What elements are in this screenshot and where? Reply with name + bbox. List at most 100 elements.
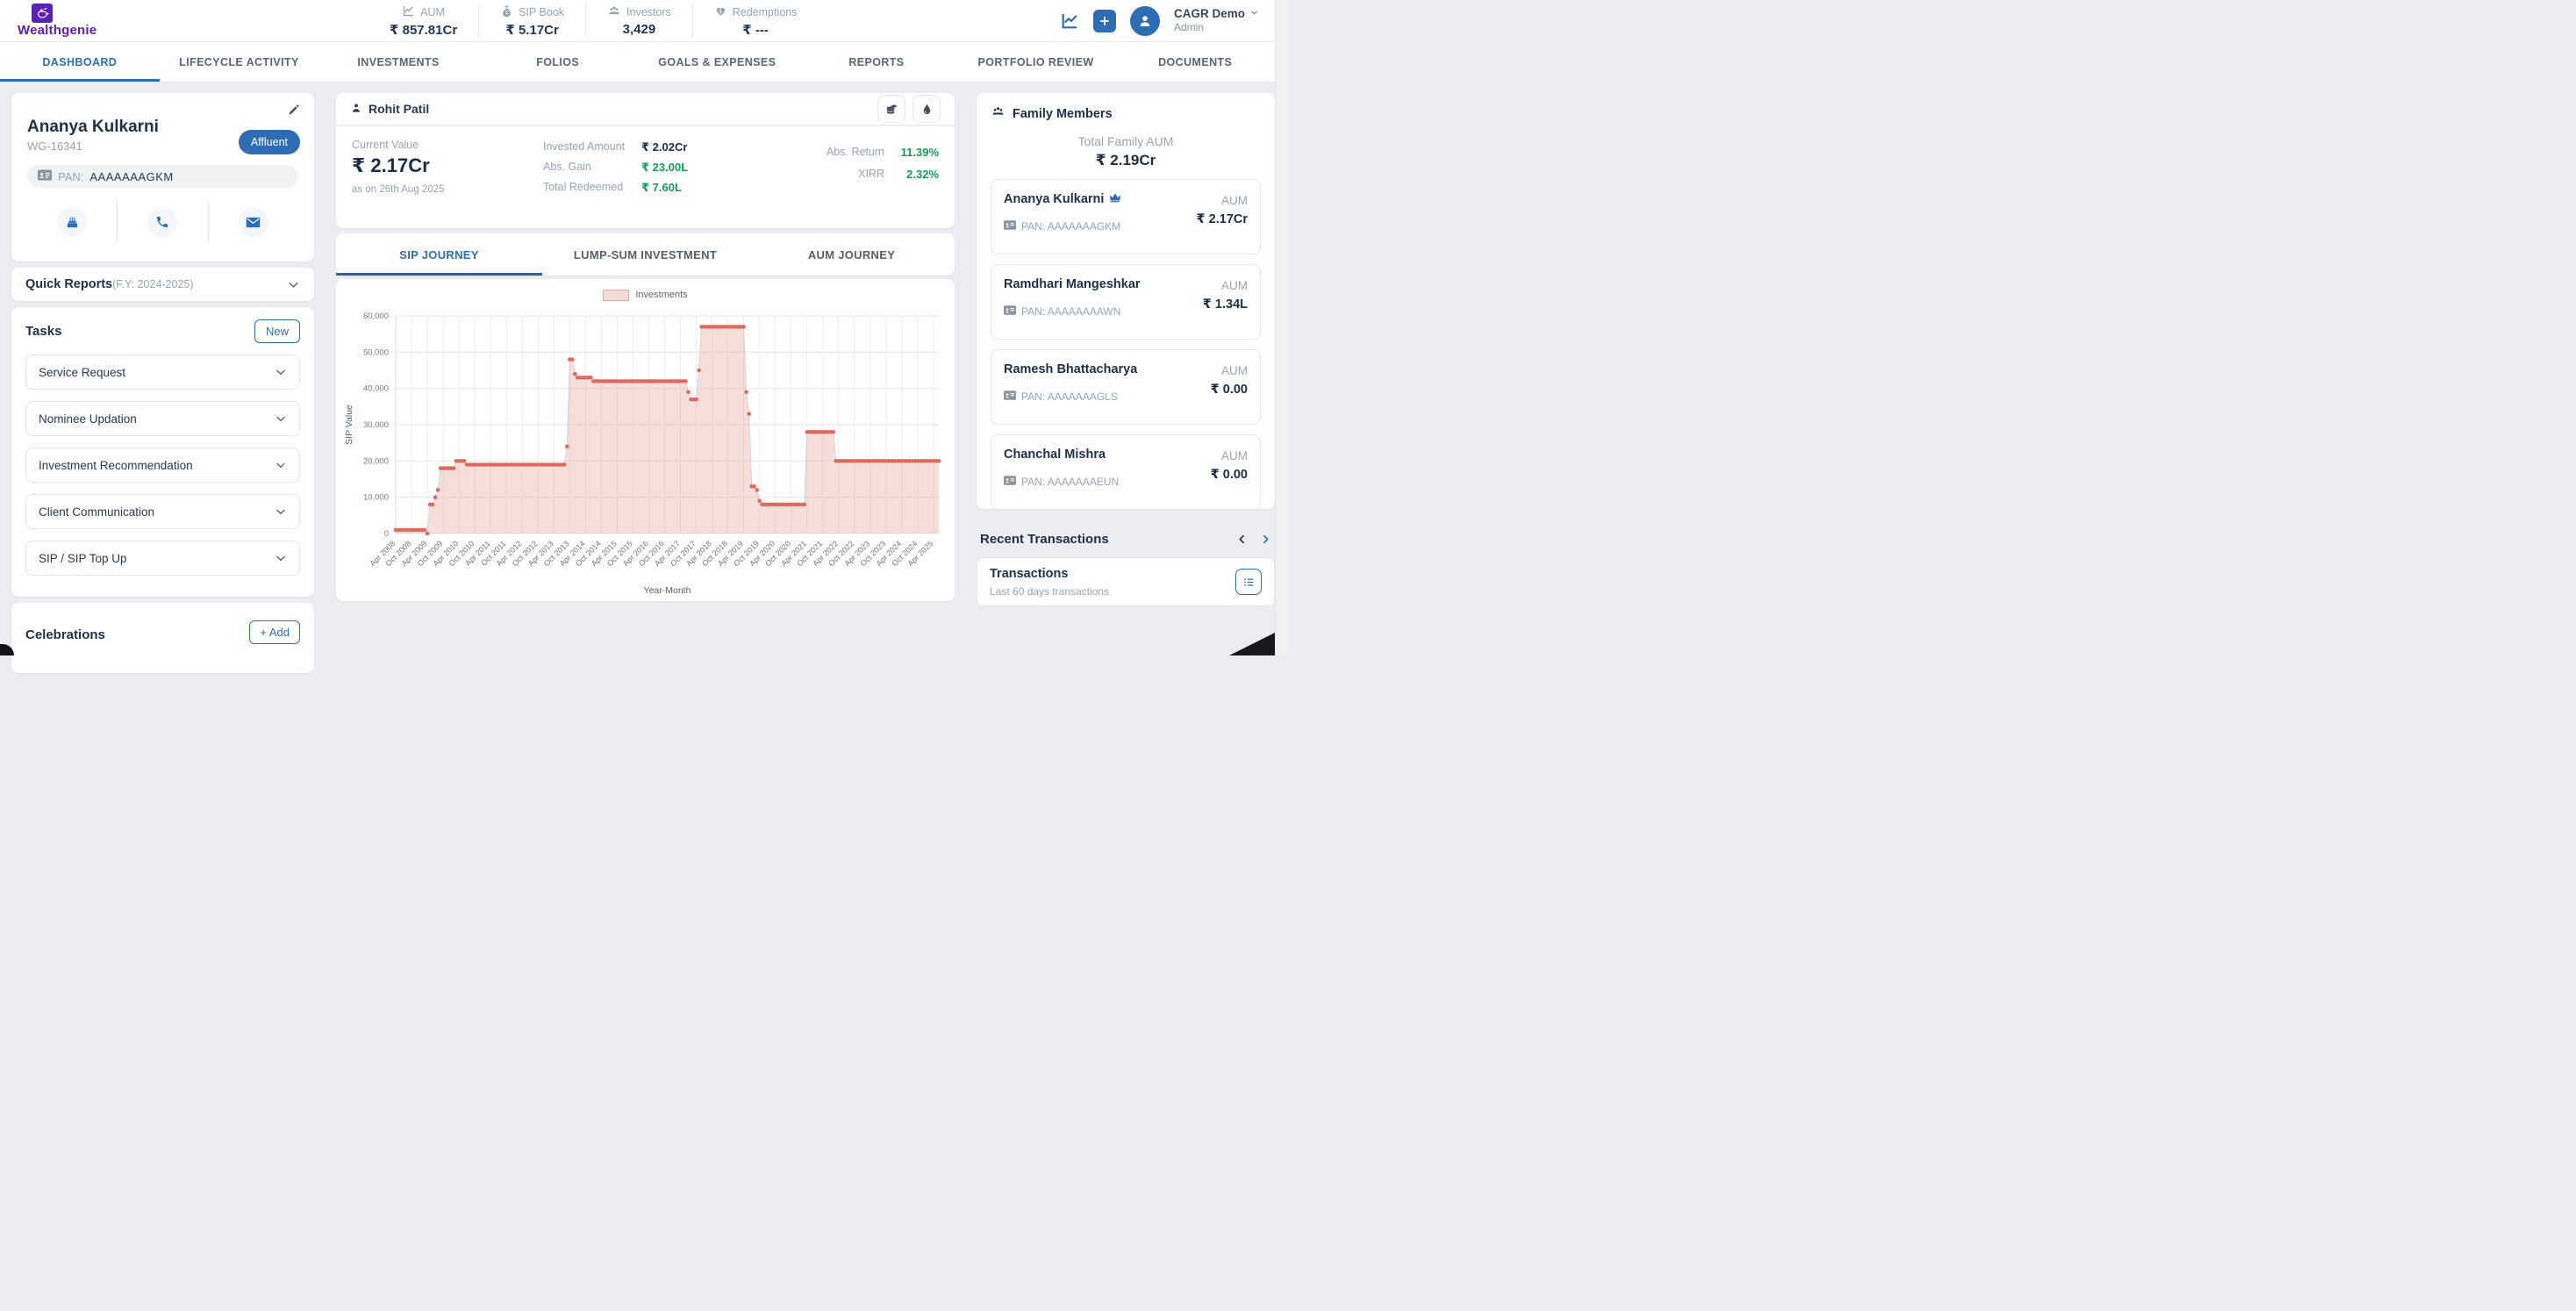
chevron-down-icon	[275, 366, 287, 378]
user-menu[interactable]: CAGR Demo Admin	[1174, 7, 1259, 35]
transactions-list-button[interactable]	[1235, 569, 1262, 595]
celebrations-title: Celebrations	[25, 627, 105, 642]
quick-reports-title: Quick Reports	[25, 277, 113, 291]
chevron-down-icon	[1249, 7, 1259, 22]
member-aum-value: ₹ 1.34L	[1202, 297, 1248, 312]
stat-value: ₹ 857.81Cr	[390, 22, 458, 38]
tasks-card: Tasks New Service Request Nominee Updati…	[11, 307, 314, 597]
task-label: Client Communication	[39, 505, 155, 519]
birthday-cell	[27, 202, 117, 242]
tab-documents[interactable]: DOCUMENTS	[1158, 55, 1233, 68]
contact-row	[27, 202, 298, 242]
abs-return-label: Abs. Return	[826, 146, 884, 158]
svg-text:40,000: 40,000	[363, 384, 389, 394]
abs-gain-label: Abs. Gain	[543, 161, 591, 173]
svg-text:50,000: 50,000	[363, 347, 389, 357]
total-redeemed-label: Total Redeemed	[543, 181, 624, 193]
bottom-right-corner-shape	[1229, 633, 1275, 656]
member-aum-label: AUM	[1221, 194, 1248, 207]
svg-text:30,000: 30,000	[363, 420, 389, 430]
family-icon	[991, 105, 1005, 122]
id-card-icon	[38, 169, 52, 183]
quick-reports-card[interactable]: Quick Reports (F.Y: 2024-2025)	[11, 268, 314, 301]
person-icon	[350, 102, 362, 117]
add-button[interactable]	[1092, 9, 1116, 32]
stat-label: SIP Book	[519, 5, 565, 18]
coins-button[interactable]	[877, 95, 905, 123]
member-aum-label: AUM	[1221, 364, 1248, 377]
tab-investments[interactable]: INVESTMENTS	[357, 55, 440, 68]
new-task-button[interactable]: New	[254, 319, 300, 343]
left-column: Ananya Kulkarni WG-16341 Affluent PAN: A…	[11, 93, 314, 673]
task-item-investment-recommendation[interactable]: Investment Recommendation	[25, 448, 300, 483]
xirr-label: XIRR	[858, 168, 884, 180]
right-column: Family Members Total Family AUM ₹ 2.19Cr…	[977, 93, 1275, 606]
task-label: Nominee Updation	[39, 412, 137, 426]
task-item-nominee-updation[interactable]: Nominee Updation	[25, 401, 300, 436]
family-member-row: Ramdhari Mangeshkar PAN: AAAAAAAAWN AUM …	[991, 264, 1261, 340]
task-label: Investment Recommendation	[39, 458, 193, 472]
page: Wealthgenie AUM ₹ 857.81Cr $ SIP Book	[0, 0, 1288, 673]
tab-reports[interactable]: REPORTS	[848, 55, 905, 68]
edit-pencil-icon[interactable]	[287, 104, 300, 121]
abs-gain-value: ₹ 23.00L	[641, 161, 689, 174]
birthday-cake-icon[interactable]	[57, 207, 88, 237]
id-card-icon	[1004, 390, 1016, 403]
scrollbar[interactable]	[1275, 0, 1288, 656]
member-aum-value: ₹ 0.00	[1210, 383, 1248, 397]
task-item-client-communication[interactable]: Client Communication	[25, 494, 300, 529]
tab-sip-journey[interactable]: SIP JOURNEY	[336, 233, 542, 276]
id-card-icon	[1004, 476, 1016, 488]
svg-text:10,000: 10,000	[363, 493, 389, 503]
center-column: Rohit Patil Current Value ₹ 2.17	[336, 93, 955, 601]
transactions-subtitle: Last 60 days transactions	[990, 584, 1110, 598]
member-pan: PAN: AAAAAAAEUN	[1021, 476, 1120, 488]
invested-label: Invested Amount	[543, 140, 626, 153]
investor-name: Rohit Patil	[369, 102, 430, 116]
tab-portfolio-review[interactable]: PORTFOLIO REVIEW	[977, 55, 1094, 68]
legend-swatch-investments	[603, 289, 630, 301]
tab-dashboard[interactable]: DASHBOARD	[0, 42, 160, 82]
member-pan: PAN: AAAAAAAGLS	[1021, 390, 1118, 403]
tab-goals-expenses[interactable]: GOALS & EXPENSES	[658, 55, 776, 68]
stat-value: ₹ 5.17Cr	[505, 22, 559, 38]
svg-text:Year-Month: Year-Month	[644, 585, 691, 596]
top-header: Wealthgenie AUM ₹ 857.81Cr $ SIP Book	[0, 0, 1275, 42]
header-actions: CAGR Demo Admin	[1060, 5, 1275, 36]
task-item-service-request[interactable]: Service Request	[25, 355, 300, 390]
member-name: Ramesh Bhattacharya	[1004, 362, 1138, 376]
user-role: Admin	[1173, 21, 1204, 34]
chevron-down-icon	[275, 459, 287, 471]
envelope-icon[interactable]	[238, 207, 268, 237]
droplet-button[interactable]	[912, 95, 941, 123]
tab-lifecycle-activity[interactable]: LIFECYCLE ACTIVITY	[179, 55, 299, 68]
chevron-left-icon[interactable]	[1236, 534, 1248, 545]
pan-field: PAN: AAAAAAAGKM	[27, 165, 298, 188]
logo[interactable]: Wealthgenie	[18, 4, 193, 38]
family-members-card: Family Members Total Family AUM ₹ 2.19Cr…	[977, 93, 1275, 510]
avatar[interactable]	[1129, 5, 1160, 36]
stat-sip-book: $ SIP Book ₹ 5.17Cr	[478, 4, 585, 38]
chevron-down-icon[interactable]	[287, 278, 300, 291]
analytics-icon[interactable]	[1060, 11, 1079, 31]
current-value: ₹ 2.17Cr	[352, 154, 430, 176]
main-nav: DASHBOARD LIFECYCLE ACTIVITY INVESTMENTS…	[0, 42, 1275, 82]
quick-reports-subtitle: (F.Y: 2024-2025)	[112, 278, 194, 290]
add-celebration-button[interactable]: + Add	[249, 620, 300, 644]
client-name: Ananya Kulkarni	[27, 118, 159, 136]
svg-text:0: 0	[384, 529, 389, 539]
affluent-badge[interactable]: Affluent	[238, 130, 300, 154]
task-item-sip-top-up[interactable]: SIP / SIP Top Up	[25, 541, 300, 576]
recent-transactions-header: Recent Transactions	[980, 532, 1271, 547]
tab-aum-journey[interactable]: AUM JOURNEY	[807, 247, 896, 261]
phone-cell	[117, 202, 207, 242]
tab-folios[interactable]: FOLIOS	[536, 55, 580, 68]
genie-lamp-icon	[32, 4, 53, 23]
tab-lump-sum-investment[interactable]: LUMP-SUM INVESTMENT	[573, 247, 718, 261]
journey-tabs: SIP JOURNEY LUMP-SUM INVESTMENT AUM JOUR…	[336, 233, 955, 276]
stat-aum: AUM ₹ 857.81Cr	[369, 4, 478, 38]
chevron-down-icon	[275, 552, 287, 564]
task-label: SIP / SIP Top Up	[39, 551, 127, 565]
chevron-right-icon[interactable]	[1260, 534, 1271, 545]
phone-icon[interactable]	[147, 207, 178, 237]
